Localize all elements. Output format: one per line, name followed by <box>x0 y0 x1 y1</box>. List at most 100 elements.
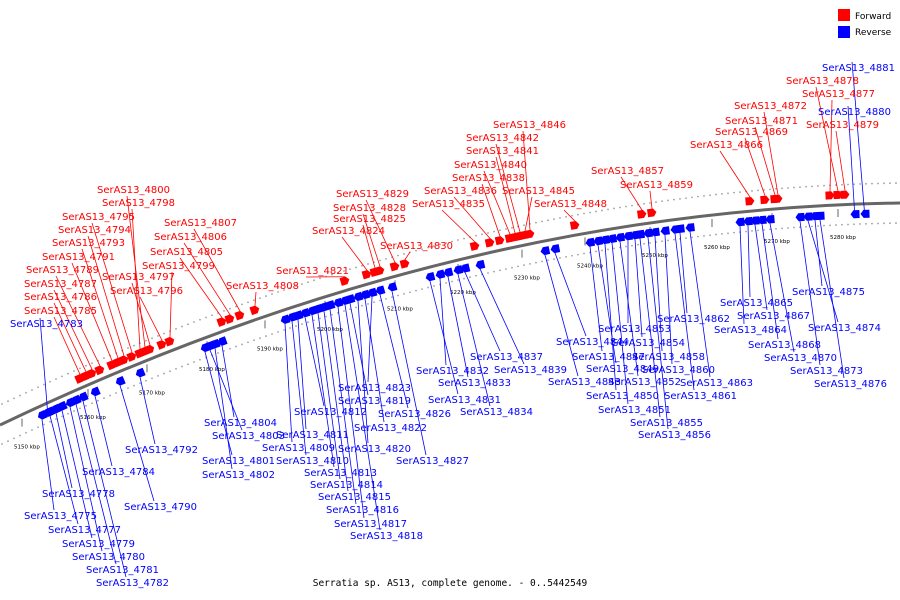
gene-label-4825[interactable]: SerAS13_4825 <box>333 214 406 225</box>
gene-label-4849[interactable]: SerAS13_4849 <box>586 364 659 375</box>
gene-arrow-4833[interactable] <box>443 267 454 278</box>
gene-label-4847[interactable]: SerAS13_4847 <box>572 352 645 363</box>
gene-arrow-4862[interactable] <box>675 224 685 234</box>
gene-label-4803[interactable]: SerAS13_4803 <box>212 431 285 442</box>
gene-label-4823[interactable]: SerAS13_4823 <box>338 383 411 394</box>
gene-arrow-4836[interactable] <box>484 238 496 248</box>
gene-arrow-4832[interactable] <box>435 269 446 280</box>
gene-label-4818[interactable]: SerAS13_4818 <box>350 531 423 542</box>
gene-label-4846[interactable]: SerAS13_4846 <box>493 120 566 131</box>
gene-label-4831[interactable]: SerAS13_4831 <box>428 395 501 406</box>
gene-arrow-4783[interactable] <box>42 407 54 418</box>
gene-label-4807[interactable]: SerAS13_4807 <box>164 218 237 229</box>
gene-arrow-4796[interactable] <box>156 339 167 350</box>
gene-label-4830[interactable]: SerAS13_4830 <box>380 241 453 252</box>
gene-arrow-4880[interactable] <box>850 210 860 219</box>
gene-arrow-4781[interactable] <box>70 394 82 406</box>
gene-arrow-4877[interactable] <box>825 191 835 200</box>
gene-label-4826[interactable]: SerAS13_4826 <box>378 409 451 420</box>
gene-label-4835[interactable]: SerAS13_4835 <box>412 199 485 210</box>
gene-label-4842[interactable]: SerAS13_4842 <box>466 133 539 144</box>
gene-label-4797[interactable]: SerAS13_4797 <box>102 272 175 283</box>
gene-label-4795[interactable]: SerAS13_4795 <box>62 212 135 223</box>
gene-label-4837[interactable]: SerAS13_4837 <box>470 352 543 363</box>
gene-label-4871[interactable]: SerAS13_4871 <box>725 116 798 127</box>
gene-label-4858[interactable]: SerAS13_4858 <box>632 352 705 363</box>
gene-arrow-4881[interactable] <box>860 209 870 218</box>
gene-arrow-4849[interactable] <box>593 236 604 246</box>
gene-label-4783[interactable]: SerAS13_4783 <box>10 319 83 330</box>
gene-label-4878[interactable]: SerAS13_4878 <box>786 76 859 87</box>
gene-arrow-4822[interactable] <box>360 289 371 300</box>
gene-arrow-4873[interactable] <box>795 212 805 222</box>
gene-label-4811[interactable]: SerAS13_4811 <box>276 430 349 441</box>
gene-label-4863[interactable]: SerAS13_4863 <box>680 378 753 389</box>
gene-label-4844[interactable]: SerAS13_4844 <box>556 337 629 348</box>
gene-label-4789[interactable]: SerAS13_4789 <box>26 265 99 276</box>
gene-label-4867[interactable]: SerAS13_4867 <box>737 311 810 322</box>
gene-label-4834[interactable]: SerAS13_4834 <box>460 407 533 418</box>
gene-arrow-4804[interactable] <box>216 336 228 347</box>
gene-label-4824[interactable]: SerAS13_4824 <box>312 226 385 237</box>
gene-label-4780[interactable]: SerAS13_4780 <box>72 552 145 563</box>
gene-arrow-4827[interactable] <box>387 282 398 292</box>
gene-label-4860[interactable]: SerAS13_4860 <box>642 365 715 376</box>
gene-label-4787[interactable]: SerAS13_4787 <box>24 279 97 290</box>
gene-arrow-4859[interactable] <box>646 208 657 218</box>
gene-arrow-4872[interactable] <box>773 194 783 204</box>
gene-label-4856[interactable]: SerAS13_4856 <box>638 430 711 441</box>
gene-label-4808[interactable]: SerAS13_4808 <box>226 281 299 292</box>
gene-arrow-4879[interactable] <box>840 190 850 199</box>
gene-arrow-4847[interactable] <box>585 237 596 247</box>
gene-label-4877[interactable]: SerAS13_4877 <box>802 89 875 100</box>
gene-arrow-4866[interactable] <box>745 196 755 206</box>
gene-arrow-4838[interactable] <box>494 235 506 246</box>
gene-arrow-4826[interactable] <box>375 285 386 295</box>
gene-label-4843[interactable]: SerAS13_4843 <box>548 377 621 388</box>
gene-label-4785[interactable]: SerAS13_4785 <box>24 306 97 317</box>
gene-label-4790[interactable]: SerAS13_4790 <box>124 502 197 513</box>
gene-arrow-4855[interactable] <box>635 229 646 239</box>
gene-arrow-4853[interactable] <box>623 231 634 241</box>
gene-label-4836[interactable]: SerAS13_4836 <box>424 186 497 197</box>
gene-label-4868[interactable]: SerAS13_4868 <box>748 340 821 351</box>
gene-label-4866[interactable]: SerAS13_4866 <box>690 140 763 151</box>
gene-arrow-4831[interactable] <box>425 272 436 282</box>
gene-arrow-4860[interactable] <box>660 226 670 236</box>
gene-label-4869[interactable]: SerAS13_4869 <box>715 127 788 138</box>
gene-label-4815[interactable]: SerAS13_4815 <box>318 492 391 503</box>
gene-arrow-4828[interactable] <box>374 265 386 276</box>
gene-arrow-4820[interactable] <box>353 291 364 302</box>
gene-label-4852[interactable]: SerAS13_4852 <box>608 377 681 388</box>
gene-label-4817[interactable]: SerAS13_4817 <box>334 519 407 530</box>
gene-arrow-4848[interactable] <box>569 220 580 230</box>
gene-label-4864[interactable]: SerAS13_4864 <box>714 325 787 336</box>
gene-label-4813[interactable]: SerAS13_4813 <box>304 468 377 479</box>
gene-arrow-4856[interactable] <box>643 228 654 238</box>
gene-arrow-4837[interactable] <box>460 263 471 273</box>
gene-arrow-4835[interactable] <box>469 241 481 251</box>
gene-label-4859[interactable]: SerAS13_4859 <box>620 180 693 191</box>
gene-arrow-4829[interactable] <box>389 261 401 272</box>
gene-arrow-4824[interactable] <box>361 269 373 280</box>
gene-label-4822[interactable]: SerAS13_4822 <box>354 423 427 434</box>
gene-label-4881[interactable]: SerAS13_4881 <box>822 63 895 74</box>
gene-arrow-4812[interactable] <box>299 307 311 318</box>
gene-label-4845[interactable]: SerAS13_4845 <box>502 186 575 197</box>
gene-arrow-4811[interactable] <box>292 310 304 320</box>
gene-arrow-4830[interactable] <box>399 259 411 269</box>
gene-label-4854[interactable]: SerAS13_4854 <box>612 338 685 349</box>
gene-label-4812[interactable]: SerAS13_4812 <box>294 407 367 418</box>
gene-label-4782[interactable]: SerAS13_4782 <box>96 578 169 589</box>
gene-arrow-4851[interactable] <box>607 234 618 243</box>
gene-arrow-4870[interactable] <box>765 215 775 224</box>
gene-arrow-4792[interactable] <box>134 367 146 379</box>
gene-arrow-4784[interactable] <box>89 386 101 397</box>
gene-label-4792[interactable]: SerAS13_4792 <box>125 445 198 456</box>
gene-label-4802[interactable]: SerAS13_4802 <box>202 470 275 481</box>
gene-label-4875[interactable]: SerAS13_4875 <box>792 287 865 298</box>
gene-label-4861[interactable]: SerAS13_4861 <box>664 391 737 402</box>
gene-label-4850[interactable]: SerAS13_4850 <box>586 391 659 402</box>
gene-label-4784[interactable]: SerAS13_4784 <box>82 467 155 478</box>
gene-label-4800[interactable]: SerAS13_4800 <box>97 185 170 196</box>
